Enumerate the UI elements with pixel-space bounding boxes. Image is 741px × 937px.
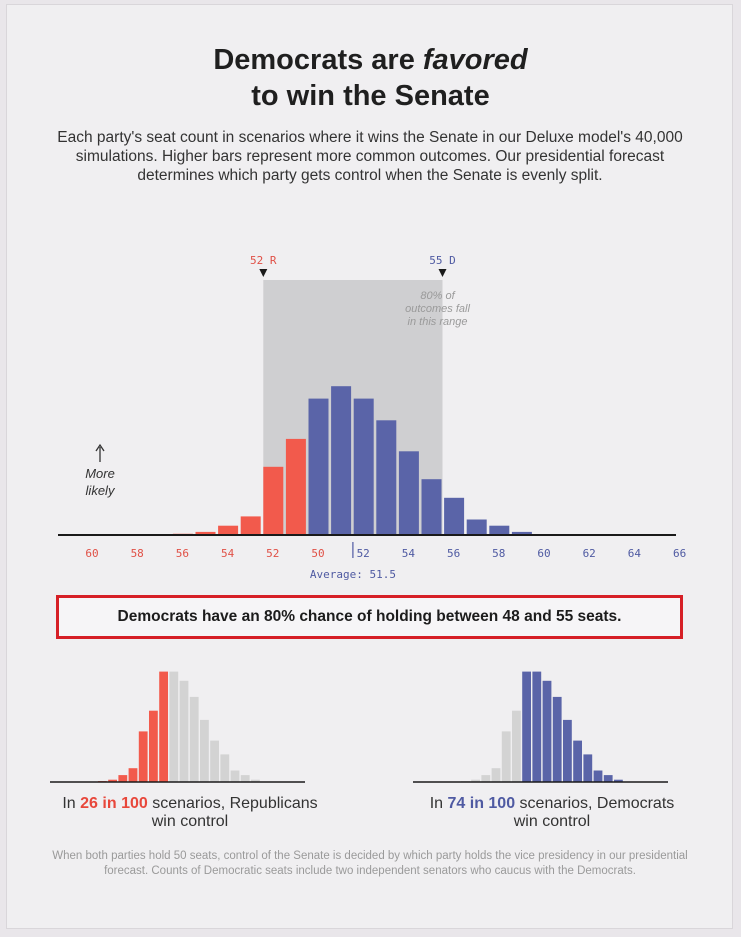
rep-small-bar-59 — [251, 779, 260, 782]
tick-label-11: 62 — [583, 547, 596, 560]
chart-subtitle: Each party's seat count in scenarios whe… — [57, 129, 683, 184]
democrat-control-chart — [413, 671, 668, 783]
tick-label-7: 54 — [402, 547, 416, 560]
rep-small-bar-51 — [169, 671, 179, 782]
range-note-line-1: 80% of — [420, 290, 455, 302]
republican-caption: In 26 in 100 scenarios, Republicans win … — [62, 795, 318, 830]
democrat-caption: In 74 in 100 scenarios, Democrats win co… — [429, 795, 675, 830]
rep-small-bar-57 — [230, 770, 240, 782]
dem-small-bar-51 — [532, 671, 542, 782]
dem-small-bar-49 — [512, 710, 521, 782]
title-line1-emphasis: favored — [422, 44, 528, 76]
dem-small-bar-52 — [542, 680, 552, 782]
tick-label-12: 64 — [628, 547, 642, 560]
dem-seat-bar-57 — [466, 519, 487, 535]
tick-label-0: 60 — [85, 547, 98, 560]
republican-count: 26 in 100 — [80, 795, 148, 812]
rep-small-bar-54 — [200, 719, 209, 782]
tick-label-10: 60 — [537, 547, 550, 560]
rep-seat-bar-49 — [285, 438, 306, 535]
tick-label-8: 56 — [447, 547, 460, 560]
rep-small-bar-49 — [149, 710, 158, 782]
tick-label-4: 52 — [266, 547, 279, 560]
rep-small-bar-47 — [128, 768, 138, 782]
rep-seat-bar-46 — [218, 525, 239, 535]
callout-box: Democrats have an 80% chance of holding … — [56, 595, 683, 639]
tick-label-6: 52 — [357, 547, 370, 560]
dem-small-bar-50 — [522, 671, 531, 782]
tick-label-1: 58 — [131, 547, 144, 560]
dem-seat-bar-56 — [444, 497, 465, 535]
dem-small-bar-48 — [501, 731, 511, 782]
dem-seat-bar-55 — [421, 479, 442, 535]
average-label: Average: 51.5 — [310, 568, 396, 581]
range-high-marker — [438, 269, 447, 277]
dem-small-bar-47 — [491, 768, 501, 782]
dem-seat-bar-58 — [489, 525, 510, 535]
rep-small-bar-45 — [108, 779, 117, 782]
tick-label-3: 54 — [221, 547, 235, 560]
dem-small-bar-58 — [603, 775, 613, 782]
range-note-line-2: outcomes fall — [405, 303, 470, 315]
title-line2: to win the Senate — [251, 80, 490, 112]
range-low-marker — [259, 269, 268, 277]
chart-title: Democrats are favored to win the Senate — [0, 42, 741, 114]
rep-small-bar-58 — [240, 775, 250, 782]
tick-label-5: 50 — [311, 547, 324, 560]
tick-label-2: 56 — [176, 547, 189, 560]
rep-seat-bar-47 — [240, 516, 261, 535]
range-high-label: 55 D — [429, 254, 456, 267]
dem-seat-bar-59 — [511, 531, 532, 535]
rep-small-bar-50 — [159, 671, 168, 782]
dem-small-bar-54 — [563, 719, 572, 782]
dem-seat-bar-54 — [398, 451, 419, 535]
rep-small-bar-53 — [189, 696, 199, 782]
rep-small-bar-55 — [210, 740, 219, 782]
dem-small-bar-53 — [552, 696, 562, 782]
dem-small-bar-57 — [593, 770, 603, 782]
dem-seat-bar-50 — [308, 398, 329, 535]
title-line1-pre: Democrats are — [213, 44, 423, 76]
rep-small-bar-52 — [179, 680, 189, 782]
tick-label-9: 58 — [492, 547, 505, 560]
dem-small-bar-46 — [481, 775, 491, 782]
footnote: When both parties hold 50 seats, control… — [52, 850, 688, 877]
up-arrow-icon — [95, 443, 105, 462]
dem-small-bar-45 — [471, 779, 480, 782]
rep-small-bar-46 — [118, 775, 128, 782]
rep-seat-bar-45 — [195, 531, 216, 535]
dem-small-bar-59 — [614, 779, 623, 782]
dem-seat-bar-53 — [376, 420, 397, 535]
rep-small-bar-56 — [220, 754, 230, 782]
rep-seat-bar-48 — [263, 466, 284, 535]
dem-small-bar-56 — [583, 754, 593, 782]
dem-small-bar-55 — [573, 740, 582, 782]
range-low-label: 52 R — [250, 254, 277, 267]
democrat-count: 74 in 100 — [447, 795, 516, 812]
more-likely-label: More likely — [85, 443, 116, 498]
rep-small-bar-48 — [138, 731, 148, 782]
dem-seat-bar-51 — [331, 386, 352, 535]
range-note-line-3: in this range — [408, 316, 468, 328]
republican-control-chart — [50, 671, 305, 783]
tick-label-13: 66 — [673, 547, 686, 560]
dem-seat-bar-52 — [353, 398, 374, 535]
